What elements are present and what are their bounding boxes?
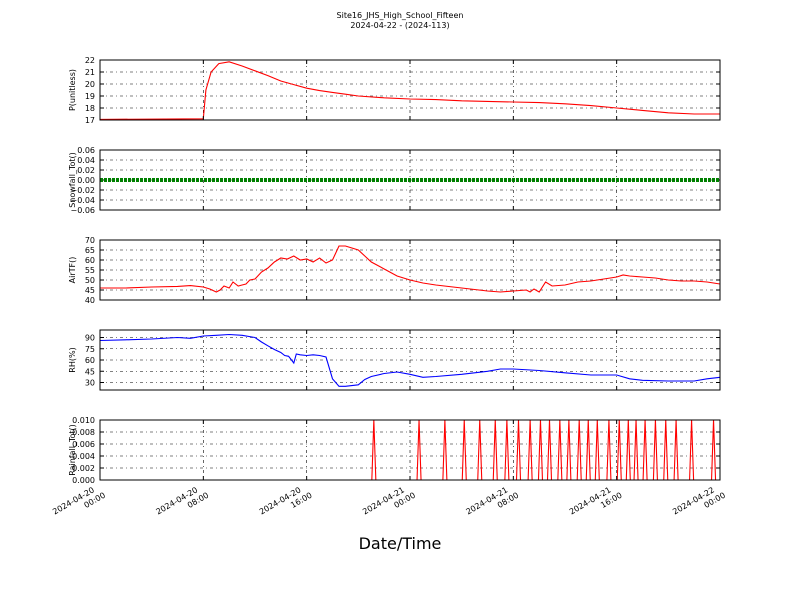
panel-5: 0.000 0.002 0.004 0.006 0.008 0.010Rainfall_T… — [68, 416, 721, 485]
x-tick-label: 2024-04-2008:00 — [155, 482, 211, 525]
y-tick-label: 0.02 — [77, 166, 95, 175]
x-tick-label: 2024-04-2200:00 — [671, 482, 727, 525]
y-tick-label: −0.04 — [70, 196, 95, 205]
y-tick-label: 60 — [85, 356, 95, 365]
y-tick-label: 60 — [85, 256, 95, 265]
panel-4: 30 45 60 75 90 RH(%) — [68, 329, 721, 391]
y-tick-label: 45 — [85, 367, 95, 376]
y-tick-label: 0.04 — [77, 156, 95, 165]
y-axis-label: AirTF() — [68, 257, 77, 284]
y-tick-label: 17 — [85, 116, 95, 125]
y-tick-label: −0.02 — [70, 186, 95, 195]
y-tick-label: 45 — [85, 286, 95, 295]
x-tick-label: 2024-04-2016:00 — [258, 482, 314, 525]
y-tick-label: 19 — [85, 92, 95, 101]
chart-title-line1: Site16_JHS_High_School_Fifteen — [336, 11, 464, 20]
series-line — [99, 61, 720, 120]
y-axis-label: P(unitless) — [68, 69, 77, 111]
x-tick-label: 2024-04-2100:00 — [361, 482, 417, 525]
y-axis-label: RH(%) — [68, 347, 77, 372]
y-tick-label: 0.00 — [77, 176, 95, 185]
y-tick-label: 0.000 — [72, 476, 95, 485]
y-tick-label: 75 — [85, 345, 95, 354]
y-tick-label: 30 — [85, 379, 95, 388]
y-tick-label: 0.06 — [77, 146, 95, 155]
x-tick-label: 2024-04-2000:00 — [51, 482, 107, 525]
y-tick-label: 55 — [85, 266, 95, 275]
y-tick-label: −0.06 — [70, 206, 95, 215]
y-tick-label: 0.006 — [72, 440, 95, 449]
x-tick-label: 2024-04-2116:00 — [568, 482, 624, 525]
panel-1: 17 18 19 20 21 22 P(unitless) — [68, 56, 721, 125]
y-tick-label: 21 — [85, 68, 95, 77]
x-axis-label: Date/Time — [358, 534, 442, 553]
y-tick-label: 0.002 — [72, 464, 95, 473]
x-tick-label: 2024-04-2108:00 — [465, 482, 521, 525]
y-tick-label: 65 — [85, 246, 95, 255]
y-tick-label: 22 — [85, 56, 95, 65]
y-tick-label: 0.010 — [72, 416, 95, 425]
y-tick-label: 18 — [85, 104, 95, 113]
y-tick-label: 50 — [85, 276, 95, 285]
y-tick-label: 40 — [85, 296, 95, 305]
series-line — [99, 333, 721, 387]
chart-title-line2: 2024-04-22 - (2024-113) — [350, 21, 450, 30]
y-axis-label: Rainfall_Tot() — [68, 424, 77, 476]
series-line — [100, 245, 721, 293]
y-tick-label: 0.008 — [72, 428, 95, 437]
y-tick-label: 20 — [85, 80, 95, 89]
panel-2: −0.06−0.04−0.020.000.020.040.06Snowfall_… — [68, 146, 721, 215]
y-tick-label: 90 — [85, 334, 95, 343]
y-axis-label: Snowfall_Tot() — [68, 152, 77, 208]
y-tick-label: 70 — [85, 236, 95, 245]
y-tick-label: 0.004 — [72, 452, 95, 461]
